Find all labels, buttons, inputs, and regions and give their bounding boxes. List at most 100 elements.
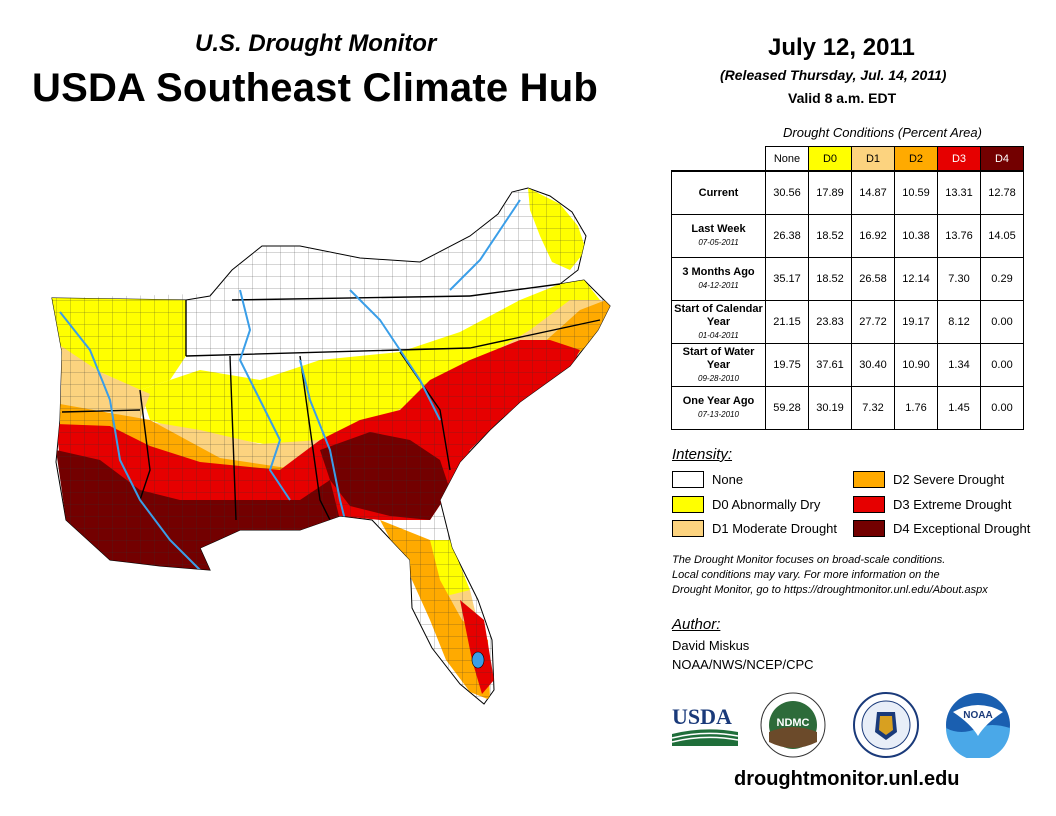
disclaimer-note: The Drought Monitor focuses on broad-sca…	[672, 553, 1042, 598]
col-header-d0: D0	[808, 146, 852, 172]
cell-value: 17.89	[808, 170, 852, 215]
cell-value: 10.59	[894, 170, 938, 215]
legend-swatch	[672, 496, 704, 513]
cell-value: 13.76	[937, 214, 981, 258]
legend-label: D0 Abnormally Dry	[712, 497, 821, 512]
ndmc-logo-text: NDMC	[777, 717, 810, 729]
col-header-d3: D3	[937, 146, 981, 172]
cell-value: 0.29	[980, 257, 1024, 301]
legend-swatch	[672, 520, 704, 537]
cell-value: 19.75	[765, 343, 809, 387]
rivers	[59, 199, 521, 571]
cell-value: 12.78	[980, 170, 1024, 215]
usda-logo-text: USDA	[672, 704, 732, 729]
cell-value: 14.05	[980, 214, 1024, 258]
noaa-logo-text: NOAA	[963, 710, 992, 721]
cell-value: 16.92	[851, 214, 895, 258]
legend-swatch	[853, 471, 885, 488]
cell-value: 12.14	[894, 257, 938, 301]
cell-value: 18.52	[808, 214, 852, 258]
row-label: Start of Calendar Year	[674, 302, 763, 328]
col-header-d4: D4	[980, 146, 1024, 172]
cell-value: 37.61	[808, 343, 852, 387]
cell-value: 14.87	[851, 170, 895, 215]
cell-value: 27.72	[851, 300, 895, 344]
cell-value: 18.52	[808, 257, 852, 301]
legend-label: None	[712, 472, 744, 487]
cell-value: 21.15	[765, 300, 809, 344]
note-line: The Drought Monitor focuses on broad-sca…	[672, 554, 946, 566]
legend-item-d4: D4 Exceptional Drought	[853, 520, 1030, 537]
row-label: Start of Water Year	[682, 345, 755, 371]
release-date: (Released Thursday, Jul. 14, 2011)	[720, 67, 947, 83]
row-date: 07-13-2010	[698, 410, 739, 419]
row-date: 07-05-2011	[698, 238, 739, 247]
drought-conditions-table: None D0 D1 D2 D3 D4 Current 30.56 17.89 …	[671, 146, 1024, 430]
cell-value: 30.19	[808, 386, 852, 430]
table-row: One Year Ago 07-13-2010 59.28 30.19 7.32 …	[671, 386, 1024, 430]
table-caption: Drought Conditions (Percent Area)	[783, 125, 982, 140]
map-subtitle: U.S. Drought Monitor	[195, 30, 437, 57]
cell-value: 1.45	[937, 386, 981, 430]
usda-logo: USDA	[671, 704, 739, 746]
map-title: USDA Southeast Climate Hub	[32, 66, 599, 110]
legend-label: D4 Exceptional Drought	[893, 521, 1031, 536]
cell-value: 30.40	[851, 343, 895, 387]
row-date: 04-12-2011	[698, 281, 739, 290]
county-lines	[52, 188, 610, 704]
cell-value: 30.56	[765, 170, 809, 215]
legend-label: D1 Moderate Drought	[712, 521, 838, 536]
ndmc-logo: NDMC	[760, 692, 826, 758]
legend-swatch	[853, 496, 885, 513]
drought-map	[51, 187, 611, 705]
legend-item-none: None	[672, 471, 743, 488]
cell-value: 7.30	[937, 257, 981, 301]
legend-item-d3: D3 Extreme Drought	[853, 496, 1012, 513]
legend-item-d0: D0 Abnormally Dry	[672, 496, 820, 513]
table-row: Current 30.56 17.89 14.87 10.59 13.31 12…	[671, 170, 1024, 215]
cell-value: 23.83	[808, 300, 852, 344]
row-label: 3 Months Ago	[682, 266, 755, 278]
cell-value: 0.00	[980, 386, 1024, 430]
cell-value: 0.00	[980, 343, 1024, 387]
table-row: Start of Calendar Year 01-04-2011 21.15 2…	[671, 300, 1024, 344]
cell-value: 13.31	[937, 170, 981, 215]
row-label: Last Week	[691, 223, 746, 235]
author-org: NOAA/NWS/NCEP/CPC	[672, 657, 814, 672]
cell-value: 19.17	[894, 300, 938, 344]
author-name: David Miskus	[672, 638, 750, 653]
legend-label: D2 Severe Drought	[893, 472, 1005, 487]
cell-value: 1.76	[894, 386, 938, 430]
row-date: 09-28-2010	[698, 373, 739, 383]
cell-value: 59.28	[765, 386, 809, 430]
legend-swatch	[853, 520, 885, 537]
cell-value: 8.12	[937, 300, 981, 344]
legend-item-d1: D1 Moderate Drought	[672, 520, 837, 537]
table-row: 3 Months Ago 04-12-2011 35.17 18.52 26.58…	[671, 257, 1024, 301]
map-date: July 12, 2011	[768, 34, 915, 61]
cell-value: 7.32	[851, 386, 895, 430]
row-date: 01-04-2011	[698, 330, 739, 340]
note-line: Local conditions may vary. For more info…	[672, 569, 940, 581]
note-line: Drought Monitor, go to https://droughtmo…	[672, 584, 988, 596]
noaa-logo: NOAA	[946, 693, 1010, 758]
author-title: Author:	[672, 616, 721, 633]
table-row: Last Week 07-05-2011 26.38 18.52 16.92 10…	[671, 214, 1024, 258]
cell-value: 26.58	[851, 257, 895, 301]
row-label: Current	[698, 186, 739, 199]
valid-time: Valid 8 a.m. EDT	[788, 90, 897, 106]
cell-value: 35.17	[765, 257, 809, 301]
cell-value: 26.38	[765, 214, 809, 258]
col-header-d1: D1	[851, 146, 895, 172]
row-label: One Year Ago	[682, 395, 755, 407]
legend-swatch	[672, 471, 704, 488]
legend-item-d2: D2 Severe Drought	[853, 471, 1004, 488]
legend-title: Intensity:	[672, 446, 733, 463]
cell-value: 10.90	[894, 343, 938, 387]
cell-value: 1.34	[937, 343, 981, 387]
cell-value: 0.00	[980, 300, 1024, 344]
website-url[interactable]: droughtmonitor.unl.edu	[734, 768, 960, 790]
table-row: Start of Water Year 09-28-2010 19.75 37.6…	[671, 343, 1024, 387]
col-header-d2: D2	[894, 146, 938, 172]
lake-okeechobee	[471, 651, 485, 669]
